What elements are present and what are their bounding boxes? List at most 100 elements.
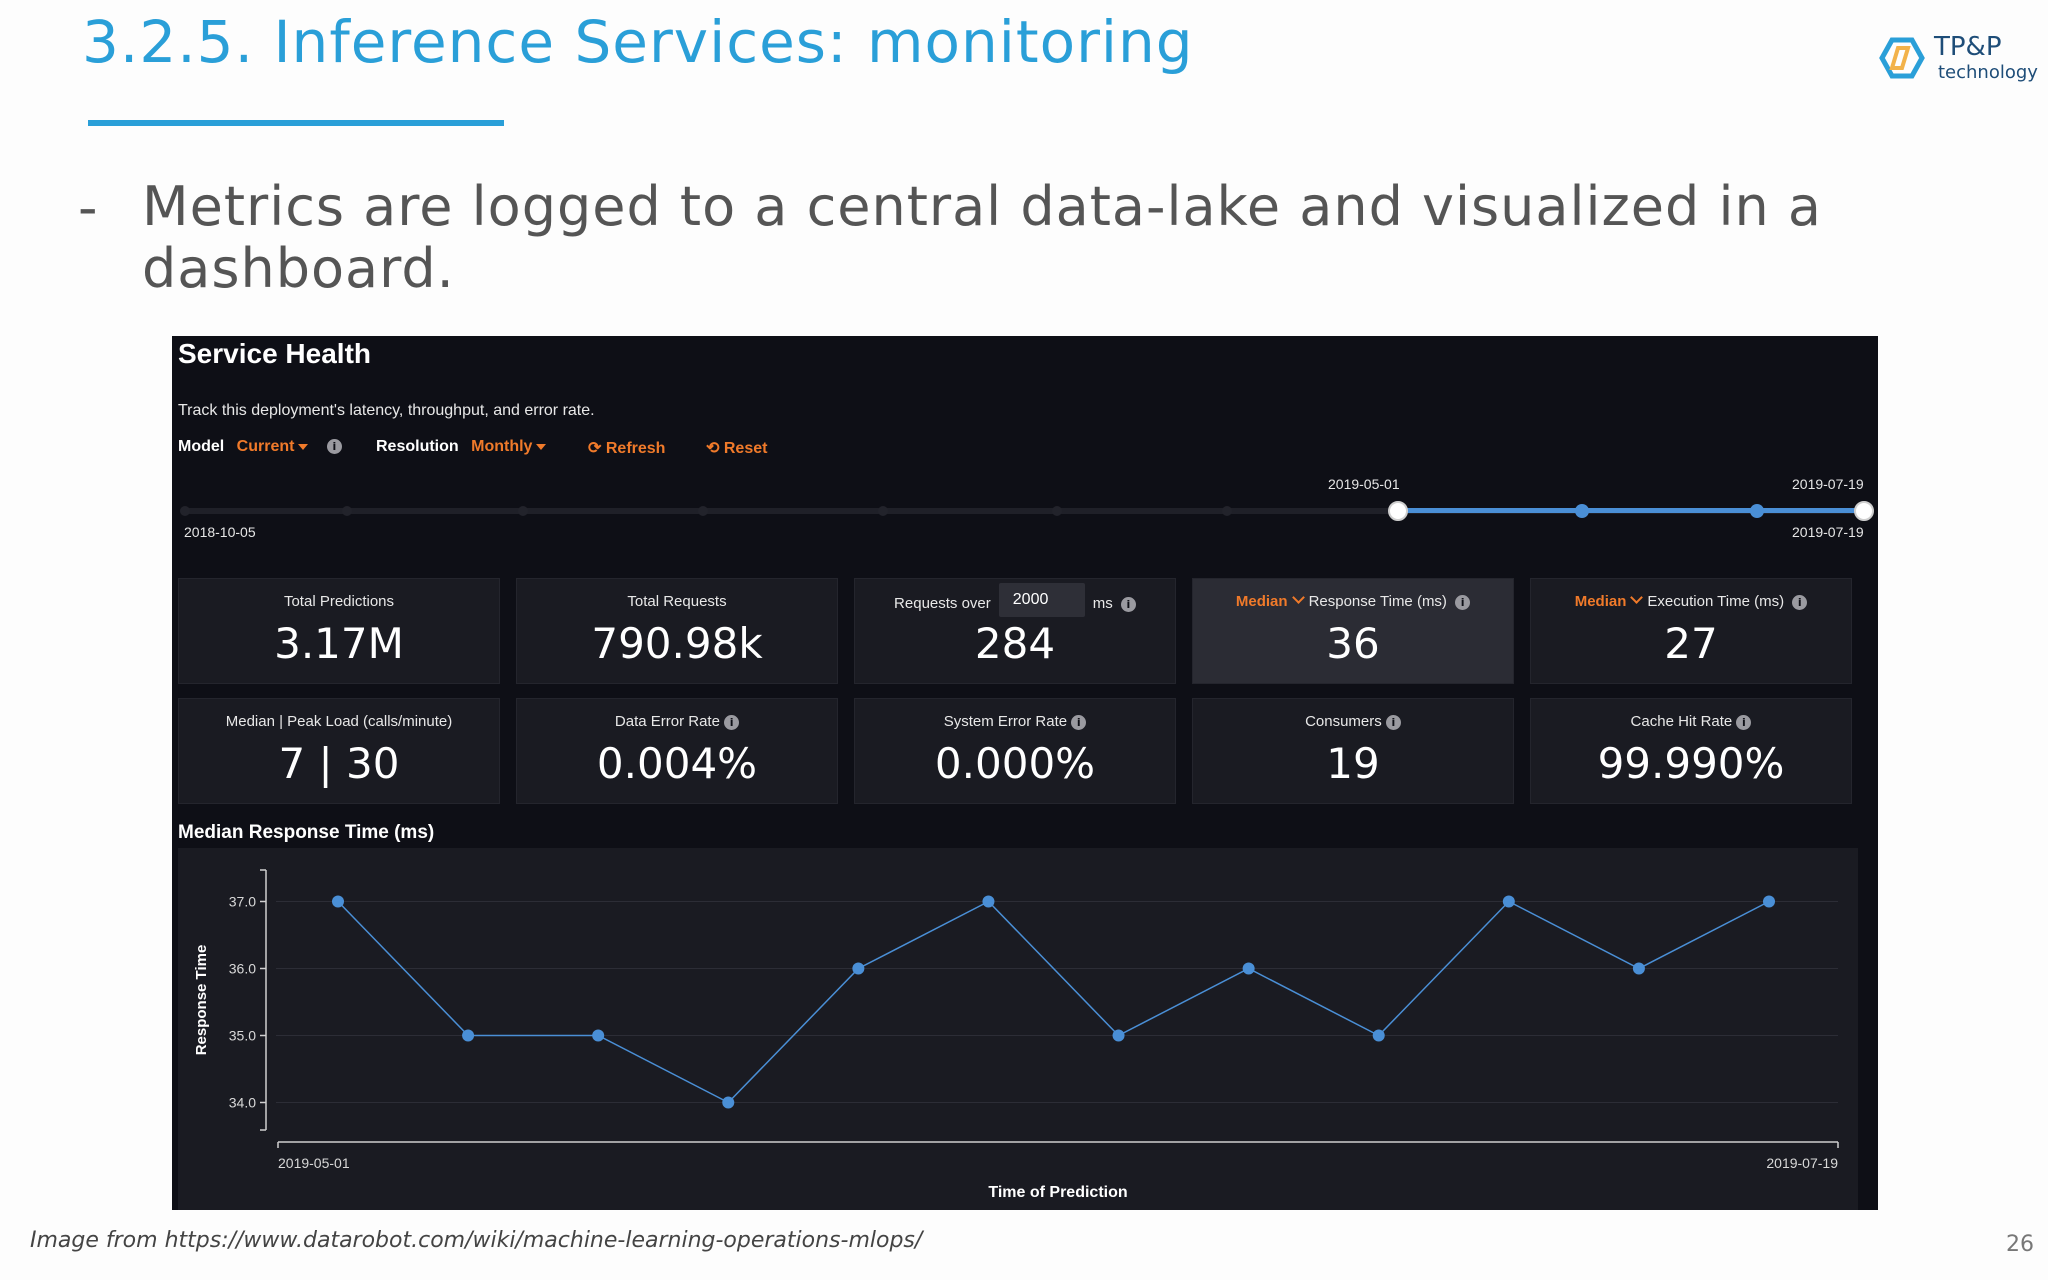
response-time-chart: 34.0 35.0 36.0 37.0 Response Time 2019-05-01 2… <box>178 848 1858 1210</box>
resolution-dropdown-value: Monthly <box>471 438 533 455</box>
model-dropdown-value: Current <box>236 438 295 455</box>
card-value: 284 <box>974 619 1056 668</box>
slider-tick <box>698 506 708 516</box>
card-value: 99.990% <box>1597 739 1785 788</box>
timeline-end-label: 2019-07-19 <box>1792 524 1864 540</box>
bullet-dash: - <box>78 176 98 239</box>
x-tick-label: 2019-07-19 <box>1766 1155 1838 1171</box>
caret-down-icon <box>298 443 309 450</box>
data-point <box>1112 1029 1125 1042</box>
dashboard-screenshot: Service Health Track this deployment's l… <box>172 336 1878 1210</box>
slider-start-handle[interactable] <box>1388 501 1408 521</box>
y-axis-title: Response Time <box>193 945 210 1056</box>
slider-tick <box>878 506 888 516</box>
model-dropdown[interactable]: Current <box>237 438 309 455</box>
chevron-down-icon <box>1291 591 1305 604</box>
dashboard-title: Service Health <box>178 338 371 369</box>
refresh-label: Refresh <box>605 440 666 457</box>
data-point <box>592 1029 605 1042</box>
info-icon[interactable]: i <box>1071 714 1087 730</box>
card-value: 19 <box>1326 739 1380 788</box>
execution-time-label: Execution Time (ms) <box>1647 593 1785 610</box>
info-icon[interactable]: i <box>1455 594 1471 610</box>
refresh-icon: ⟳ <box>588 440 602 457</box>
total-requests-card[interactable]: Total Requests 790.98k <box>516 578 838 684</box>
hexagon-logo-icon <box>1879 37 1925 79</box>
dashboard-controls: Model Current i Resolution Monthly ⟳ Ref… <box>178 438 1178 462</box>
chevron-down-icon <box>1630 591 1644 604</box>
info-icon[interactable]: i <box>1120 596 1136 612</box>
title-underline <box>88 120 504 126</box>
bullet-text: Metrics are logged to a central data-lak… <box>142 175 1822 300</box>
resolution-control: Resolution Monthly <box>376 438 547 456</box>
logo-tagline: technology <box>1938 62 2038 83</box>
requests-over-card[interactable]: Requests over 2000 ms i 284 <box>854 578 1176 684</box>
card-value: 3.17M <box>274 619 404 668</box>
refresh-button[interactable]: ⟳ Refresh <box>588 438 665 458</box>
threshold-input[interactable]: 2000 <box>998 583 1085 617</box>
logo-name: TP&P <box>1934 32 2002 62</box>
data-error-rate-label: Data Error Rate <box>614 713 720 730</box>
x-axis-title: Time of Prediction <box>988 1184 1127 1201</box>
reset-button[interactable]: ⟲ Reset <box>706 438 767 458</box>
data-point <box>332 895 344 908</box>
card-label: Median | Peak Load (calls/minute) <box>225 713 453 730</box>
peak-load-card[interactable]: Median | Peak Load (calls/minute) 7 | 30 <box>178 698 500 804</box>
range-start-label: 2019-05-01 <box>1328 476 1400 492</box>
info-icon[interactable]: i <box>326 439 342 455</box>
consumers-label: Consumers <box>1305 713 1382 730</box>
undo-icon: ⟲ <box>706 440 720 457</box>
consumers-card[interactable]: Consumers i 19 <box>1192 698 1514 804</box>
aggregation-dropdown[interactable]: Median <box>1574 593 1627 610</box>
y-tick-label: 36.0 <box>229 961 256 977</box>
slider-selected-range <box>1398 508 1864 513</box>
card-label: Total Requests <box>627 593 727 610</box>
cache-hit-rate-card[interactable]: Cache Hit Rate i 99.990% <box>1530 698 1852 804</box>
reset-label: Reset <box>723 440 768 457</box>
slider-track[interactable] <box>184 508 1864 514</box>
card-value: 0.000% <box>934 739 1096 788</box>
card-value: 790.98k <box>591 619 763 668</box>
data-point <box>722 1096 735 1109</box>
slider-tick <box>518 506 528 516</box>
slider-end-handle[interactable] <box>1854 501 1874 521</box>
card-label: Consumers i <box>1193 713 1513 730</box>
slide-title: 3.2.5. Inference Services: monitoring <box>82 8 1194 76</box>
data-point <box>852 962 865 975</box>
chart-title: Median Response Time (ms) <box>178 822 435 843</box>
date-range-slider[interactable]: 2019-05-01 2019-07-19 2018-10-05 2019-07… <box>172 476 1878 556</box>
info-icon[interactable]: i <box>724 714 740 730</box>
card-value: 36 <box>1326 619 1380 668</box>
requests-over-label: Requests over <box>894 594 991 612</box>
resolution-label: Resolution <box>376 438 459 455</box>
resolution-dropdown[interactable]: Monthly <box>471 438 547 455</box>
ms-unit-label: ms <box>1092 594 1113 612</box>
data-point <box>1372 1029 1385 1042</box>
slider-node <box>1575 504 1589 518</box>
slider-node <box>1750 504 1764 518</box>
card-label: Data Error Rate i <box>517 713 837 730</box>
info-icon[interactable]: i <box>1385 714 1401 730</box>
info-icon[interactable]: i <box>1792 594 1808 610</box>
dashboard-subtitle: Track this deployment's latency, through… <box>178 402 595 419</box>
data-point <box>1632 962 1645 975</box>
aggregation-dropdown[interactable]: Median <box>1235 593 1288 610</box>
info-icon[interactable]: i <box>1736 714 1752 730</box>
timeline-start-label: 2018-10-05 <box>184 524 256 540</box>
data-error-rate-card[interactable]: Data Error Rate i 0.004% <box>516 698 838 804</box>
x-tick-label: 2019-05-01 <box>278 1155 350 1171</box>
response-time-label: Response Time (ms) <box>1308 593 1447 610</box>
data-point <box>462 1029 475 1042</box>
response-time-card[interactable]: Median Response Time (ms) i 36 <box>1192 578 1514 684</box>
image-source-caption: Image from https://www.datarobot.com/wik… <box>30 1228 923 1253</box>
system-error-rate-card[interactable]: System Error Rate i 0.000% <box>854 698 1176 804</box>
slider-tick <box>180 506 190 516</box>
execution-time-card[interactable]: Median Execution Time (ms) i 27 <box>1530 578 1852 684</box>
card-value: 27 <box>1664 619 1718 668</box>
card-label: Cache Hit Rate i <box>1531 713 1851 730</box>
cache-hit-rate-label: Cache Hit Rate <box>1630 713 1733 730</box>
card-value: 0.004% <box>596 739 758 788</box>
slider-tick <box>1222 506 1232 516</box>
range-end-label: 2019-07-19 <box>1792 476 1864 492</box>
total-predictions-card[interactable]: Total Predictions 3.17M <box>178 578 500 684</box>
